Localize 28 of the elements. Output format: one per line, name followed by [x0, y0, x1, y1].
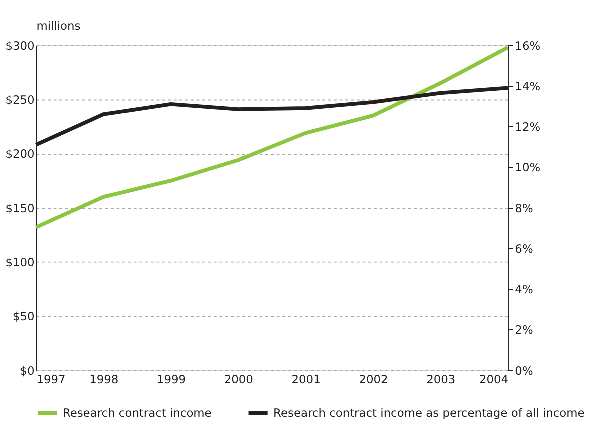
legend-label: Research contract income as percentage of all income: [274, 406, 585, 420]
x-tick-label: 1997: [36, 372, 66, 386]
y2-tick-label: 6%: [515, 242, 534, 256]
x-tick-label: 1999: [156, 372, 186, 386]
y-tick-label: $250: [6, 92, 35, 107]
y-axis-title: millions: [36, 18, 81, 33]
y2-tick-label: 8%: [515, 201, 534, 216]
y-tick-label: $150: [6, 201, 35, 216]
x-tick-label: 2000: [224, 372, 254, 386]
y-tick-label: $300: [6, 38, 35, 53]
y2-tick-label: 14%: [515, 79, 541, 94]
y-tick-label: $50: [12, 310, 35, 324]
x-tick-label: 2004: [479, 372, 509, 386]
line-series: [34, 46, 510, 230]
x-tick-label: 1998: [90, 372, 119, 386]
y2-tick-label: 0%: [515, 364, 534, 378]
legend-label: Research contract income: [62, 406, 212, 420]
y-tick-label: $200: [6, 147, 35, 162]
x-tick-label: 2002: [359, 372, 388, 386]
y2-tick-label: 4%: [515, 282, 534, 297]
y-tick-label: $100: [6, 255, 35, 270]
y2-tick-label: 2%: [515, 323, 534, 338]
x-tick-label: 2003: [426, 372, 456, 386]
y2-tick-label: 12%: [515, 120, 541, 134]
y2-tick-label: 16%: [515, 38, 541, 53]
y2-tick-label: 10%: [515, 160, 541, 175]
y-tick-label: $0: [20, 364, 35, 378]
x-tick-label: 2001: [292, 372, 321, 386]
